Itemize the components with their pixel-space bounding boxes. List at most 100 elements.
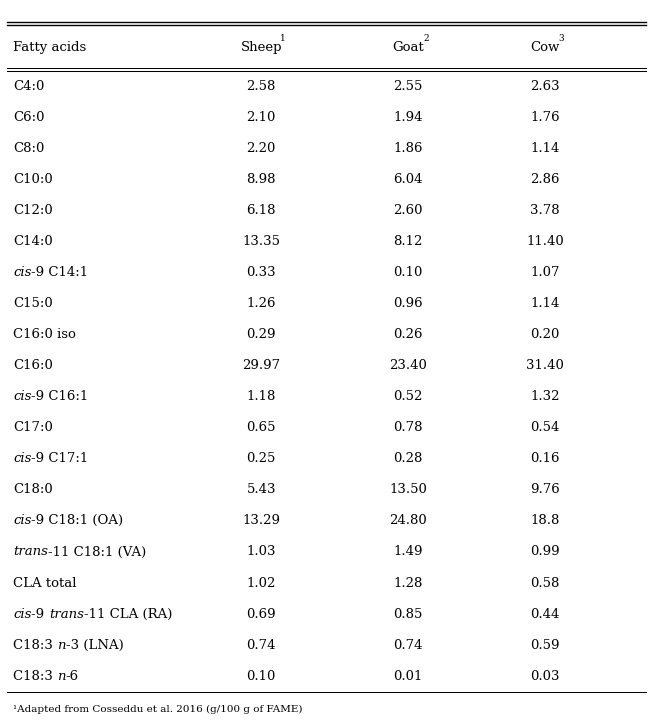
Text: -9 C18:1 (OA): -9 C18:1 (OA) xyxy=(31,514,123,528)
Text: 1.14: 1.14 xyxy=(531,297,560,310)
Text: 0.26: 0.26 xyxy=(393,328,423,342)
Text: 1.03: 1.03 xyxy=(246,545,276,559)
Text: C18:3: C18:3 xyxy=(13,669,57,683)
Text: ¹Adapted from Cosseddu et al. 2016 (g/100 g of FAME): ¹Adapted from Cosseddu et al. 2016 (g/10… xyxy=(13,705,302,714)
Text: 5.43: 5.43 xyxy=(246,483,276,497)
Text: 2.58: 2.58 xyxy=(247,79,276,93)
Text: -9 C17:1: -9 C17:1 xyxy=(31,452,89,466)
Text: Cow: Cow xyxy=(531,41,560,54)
Text: 1.26: 1.26 xyxy=(246,297,276,310)
Text: 13.35: 13.35 xyxy=(242,235,280,248)
Text: -3 (LNA): -3 (LNA) xyxy=(66,638,123,652)
Text: 2.20: 2.20 xyxy=(247,142,276,155)
Text: 6.04: 6.04 xyxy=(393,173,423,186)
Text: cis: cis xyxy=(13,452,31,466)
Text: 0.01: 0.01 xyxy=(394,669,422,683)
Text: C18:3: C18:3 xyxy=(13,638,57,652)
Text: n: n xyxy=(57,638,66,652)
Text: cis: cis xyxy=(13,390,31,404)
Text: 1.76: 1.76 xyxy=(530,110,560,124)
Text: 1.07: 1.07 xyxy=(530,266,560,279)
Text: C12:0: C12:0 xyxy=(13,204,53,217)
Text: n: n xyxy=(57,669,66,683)
Text: 1.02: 1.02 xyxy=(247,576,276,590)
Text: 1: 1 xyxy=(279,34,285,43)
Text: C14:0: C14:0 xyxy=(13,235,53,248)
Text: 3: 3 xyxy=(558,34,564,43)
Text: 1.86: 1.86 xyxy=(393,142,423,155)
Text: 1.18: 1.18 xyxy=(247,390,276,404)
Text: 0.99: 0.99 xyxy=(530,545,560,559)
Text: 6.18: 6.18 xyxy=(246,204,276,217)
Text: C16:0 iso: C16:0 iso xyxy=(13,328,76,342)
Text: 13.50: 13.50 xyxy=(389,483,427,497)
Text: 24.80: 24.80 xyxy=(389,514,427,528)
Text: 9.76: 9.76 xyxy=(530,483,560,497)
Text: 0.03: 0.03 xyxy=(530,669,560,683)
Text: 0.44: 0.44 xyxy=(531,607,560,621)
Text: -11 C18:1 (VA): -11 C18:1 (VA) xyxy=(48,545,146,559)
Text: 0.96: 0.96 xyxy=(393,297,423,310)
Text: 0.20: 0.20 xyxy=(531,328,560,342)
Text: 18.8: 18.8 xyxy=(531,514,560,528)
Text: 2.10: 2.10 xyxy=(247,110,276,124)
Text: C15:0: C15:0 xyxy=(13,297,53,310)
Text: -9: -9 xyxy=(31,607,49,621)
Text: 0.29: 0.29 xyxy=(246,328,276,342)
Text: trans: trans xyxy=(49,607,84,621)
Text: 1.14: 1.14 xyxy=(531,142,560,155)
Text: Sheep: Sheep xyxy=(240,41,282,54)
Text: 29.97: 29.97 xyxy=(242,359,280,373)
Text: 13.29: 13.29 xyxy=(242,514,280,528)
Text: -6: -6 xyxy=(66,669,79,683)
Text: 0.74: 0.74 xyxy=(246,638,276,652)
Text: 0.28: 0.28 xyxy=(394,452,422,466)
Text: 0.33: 0.33 xyxy=(246,266,276,279)
Text: C10:0: C10:0 xyxy=(13,173,53,186)
Text: 0.85: 0.85 xyxy=(394,607,422,621)
Text: 3.78: 3.78 xyxy=(530,204,560,217)
Text: 8.12: 8.12 xyxy=(394,235,422,248)
Text: 2.86: 2.86 xyxy=(530,173,560,186)
Text: C6:0: C6:0 xyxy=(13,110,44,124)
Text: -11 CLA (RA): -11 CLA (RA) xyxy=(84,607,172,621)
Text: -9 C14:1: -9 C14:1 xyxy=(31,266,89,279)
Text: C18:0: C18:0 xyxy=(13,483,53,497)
Text: 0.16: 0.16 xyxy=(530,452,560,466)
Text: 1.49: 1.49 xyxy=(393,545,423,559)
Text: 2.60: 2.60 xyxy=(393,204,423,217)
Text: trans: trans xyxy=(13,545,48,559)
Text: 2.55: 2.55 xyxy=(394,79,422,93)
Text: 1.94: 1.94 xyxy=(393,110,423,124)
Text: 2: 2 xyxy=(424,34,430,43)
Text: Fatty acids: Fatty acids xyxy=(13,41,86,54)
Text: 0.69: 0.69 xyxy=(246,607,276,621)
Text: 2.63: 2.63 xyxy=(530,79,560,93)
Text: C16:0: C16:0 xyxy=(13,359,53,373)
Text: C17:0: C17:0 xyxy=(13,421,53,435)
Text: 0.59: 0.59 xyxy=(530,638,560,652)
Text: 31.40: 31.40 xyxy=(526,359,564,373)
Text: 0.54: 0.54 xyxy=(531,421,560,435)
Text: 0.25: 0.25 xyxy=(247,452,276,466)
Text: 1.28: 1.28 xyxy=(394,576,422,590)
Text: 0.74: 0.74 xyxy=(393,638,423,652)
Text: 8.98: 8.98 xyxy=(246,173,276,186)
Text: Goat: Goat xyxy=(392,41,424,54)
Text: cis: cis xyxy=(13,514,31,528)
Text: 0.78: 0.78 xyxy=(393,421,423,435)
Text: cis: cis xyxy=(13,266,31,279)
Text: 0.10: 0.10 xyxy=(394,266,422,279)
Text: C8:0: C8:0 xyxy=(13,142,44,155)
Text: 0.65: 0.65 xyxy=(246,421,276,435)
Text: cis: cis xyxy=(13,607,31,621)
Text: 11.40: 11.40 xyxy=(526,235,564,248)
Text: 0.52: 0.52 xyxy=(394,390,422,404)
Text: C4:0: C4:0 xyxy=(13,79,44,93)
Text: 1.32: 1.32 xyxy=(530,390,560,404)
Text: 0.10: 0.10 xyxy=(247,669,276,683)
Text: CLA total: CLA total xyxy=(13,576,76,590)
Text: -9 C16:1: -9 C16:1 xyxy=(31,390,89,404)
Text: 0.58: 0.58 xyxy=(531,576,560,590)
Text: 23.40: 23.40 xyxy=(389,359,427,373)
